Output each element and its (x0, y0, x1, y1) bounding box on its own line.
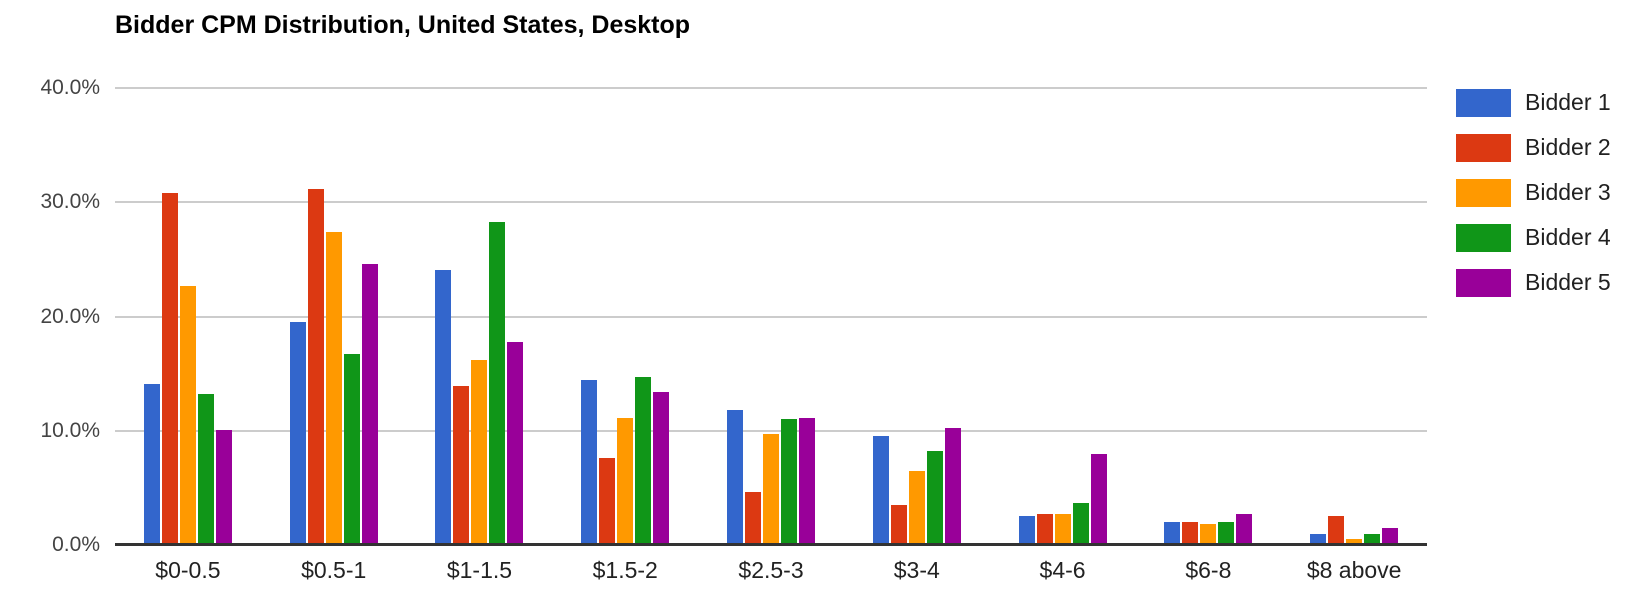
legend-label: Bidder 5 (1525, 269, 1611, 295)
bar-bidder-4 (1218, 522, 1235, 545)
y-tick-label: 30.0% (40, 190, 100, 214)
bar-group (844, 88, 990, 545)
legend-swatch (1456, 178, 1511, 207)
legend-label: Bidder 2 (1525, 134, 1611, 160)
legend-label: Bidder 4 (1525, 224, 1611, 250)
bar-bidder-2 (745, 492, 762, 545)
gridline (115, 429, 1427, 432)
bar-bidder-5 (1236, 514, 1253, 545)
bar-bidder-4 (1072, 502, 1089, 545)
legend-label: Bidder 3 (1525, 179, 1611, 205)
legend-swatch (1456, 223, 1511, 252)
bar-bidder-2 (161, 193, 178, 545)
legend-item-bidder-5: Bidder 5 (1456, 268, 1611, 297)
bar-bidder-3 (325, 231, 342, 545)
bar-groups (115, 88, 1427, 545)
bar-group (1281, 88, 1427, 545)
bar-bidder-1 (581, 380, 598, 545)
bar-bidder-2 (890, 505, 907, 545)
bar-bidder-5 (799, 418, 816, 545)
bar-bidder-3 (1200, 524, 1217, 545)
bar-bidder-2 (1036, 514, 1053, 545)
bar-bidder-5 (653, 391, 670, 545)
legend-label: Bidder 1 (1525, 89, 1611, 115)
x-category-label: $0-0.5 (155, 557, 221, 583)
y-tick-label: 10.0% (40, 418, 100, 442)
bar-bidder-1 (872, 436, 889, 545)
legend-swatch (1456, 88, 1511, 117)
bar-bidder-1 (727, 410, 744, 545)
x-category-label: $1.5-2 (592, 557, 658, 583)
bar-bidder-1 (1164, 522, 1181, 545)
bar-bidder-1 (289, 322, 306, 545)
bar-bidder-1 (143, 383, 160, 545)
bar-bidder-2 (1328, 516, 1345, 545)
gridline (115, 87, 1427, 89)
plot-area (115, 87, 1427, 546)
bar-bidder-5 (1090, 453, 1107, 545)
bar-bidder-3 (617, 418, 634, 545)
gridline (115, 315, 1427, 318)
bar-bidder-2 (307, 188, 324, 545)
bar-bidder-3 (1346, 539, 1363, 545)
x-category-label: $4-6 (1039, 557, 1086, 583)
bar-bidder-4 (343, 354, 360, 545)
x-category-label: $2.5-3 (738, 557, 804, 583)
bar-group (990, 88, 1136, 545)
legend: Bidder 1 Bidder 2 Bidder 3 Bidder 4 Bidder 5 (1456, 88, 1611, 313)
bar-group (407, 88, 553, 545)
x-category-label: $3-4 (893, 557, 940, 583)
legend-item-bidder-2: Bidder 2 (1456, 133, 1611, 162)
bar-group (115, 88, 261, 545)
bar-bidder-2 (599, 458, 616, 545)
bar-bidder-1 (1018, 516, 1035, 545)
bar-bidder-2 (1182, 522, 1199, 545)
bar-bidder-4 (197, 394, 214, 545)
x-category-label: $6-8 (1185, 557, 1232, 583)
bar-bidder-3 (763, 434, 780, 545)
bar-bidder-1 (435, 269, 452, 545)
bar-bidder-3 (471, 359, 488, 545)
legend-item-bidder-1: Bidder 1 (1456, 88, 1611, 117)
x-axis: $0-0.5 $0.5-1 $1-1.5 $1.5-2 $2.5-3 $3-4 $4-6 $6… (115, 557, 1427, 584)
bar-bidder-2 (453, 386, 470, 545)
bar-group (261, 88, 407, 545)
x-category-label: $1-1.5 (446, 557, 513, 583)
bar-bidder-5 (1382, 527, 1399, 545)
bar-bidder-4 (1364, 533, 1381, 545)
x-category-label: $8 above (1306, 557, 1402, 583)
y-tick-label: 40.0% (40, 76, 100, 99)
chart-title: Bidder CPM Distribution, United States, … (115, 11, 691, 39)
bar-bidder-5 (944, 428, 961, 545)
y-tick-label: 0.0% (52, 533, 100, 556)
legend-swatch (1456, 268, 1511, 297)
bar-bidder-4 (781, 419, 798, 545)
gridline (115, 201, 1427, 204)
bar-bidder-3 (908, 470, 925, 545)
bar-bidder-5 (215, 429, 232, 545)
legend-item-bidder-4: Bidder 4 (1456, 223, 1611, 252)
x-axis-baseline (115, 543, 1427, 546)
y-tick-label: 20.0% (40, 304, 100, 328)
bar-bidder-1 (1310, 533, 1327, 545)
bar-bidder-4 (926, 451, 943, 545)
bar-bidder-3 (1054, 514, 1071, 545)
legend-item-bidder-3: Bidder 3 (1456, 178, 1611, 207)
bar-bidder-5 (507, 341, 524, 545)
bar-bidder-4 (489, 221, 506, 545)
bar-group (1135, 88, 1281, 545)
bar-bidder-4 (635, 377, 652, 545)
bar-group (552, 88, 698, 545)
x-category-label: $0.5-1 (301, 557, 367, 583)
bar-bidder-5 (361, 263, 378, 545)
y-axis: 40.0% 30.0% 20.0% 10.0% 0.0% (0, 77, 100, 556)
legend-swatch (1456, 133, 1511, 162)
bar-bidder-3 (179, 285, 196, 545)
bar-group (698, 88, 844, 545)
